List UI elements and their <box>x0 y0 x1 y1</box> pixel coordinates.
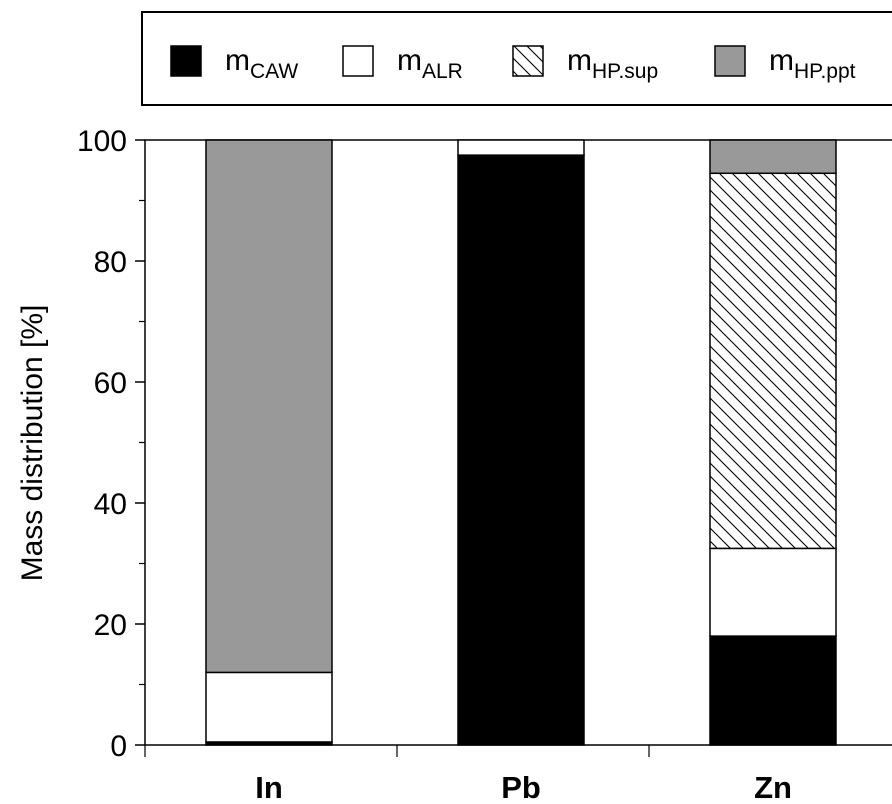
bars <box>205 139 837 746</box>
bar-segment-pb-caw <box>457 154 585 746</box>
bar-segment-zn-alr <box>709 547 837 637</box>
legend-entry-label: mCAW <box>225 44 298 83</box>
legend-swatch <box>512 45 544 77</box>
y-tick-label: 0 <box>110 730 127 763</box>
bar-segment-in-hp-ppt <box>205 139 333 674</box>
legend-entry-label: mHP.ppt <box>769 44 856 83</box>
legend-entry-label: mALR <box>397 44 463 83</box>
x-category-label: In <box>255 770 283 804</box>
legend-swatch <box>714 45 746 77</box>
y-tick-label: 20 <box>94 609 127 642</box>
legend-entry-label: mHP.sup <box>567 44 658 83</box>
bar-segment-zn-hp-sup <box>709 172 837 550</box>
x-category-label: Pb <box>501 770 541 804</box>
bar-segment-zn-hp-ppt <box>709 139 837 175</box>
y-axis-label: Mass distribution [%] <box>16 305 49 582</box>
y-axis: 0 20 40 60 80 100 <box>77 125 145 763</box>
bar-segment-in-alr <box>205 671 333 743</box>
y-tick-label: 40 <box>94 488 127 521</box>
x-category-label: Zn <box>754 770 792 804</box>
legend-swatch <box>170 45 202 77</box>
bar-segment-pb-alr <box>457 139 585 156</box>
y-tick-label: 100 <box>77 125 127 158</box>
y-tick-label: 80 <box>94 246 127 279</box>
y-tick-label: 60 <box>94 367 127 400</box>
legend-swatch <box>342 45 374 77</box>
x-axis: In Pb Zn <box>144 745 792 804</box>
legend: mCAW mALR mHP.sup mHP.ppt <box>170 44 856 83</box>
bar-segment-zn-caw <box>709 635 837 746</box>
